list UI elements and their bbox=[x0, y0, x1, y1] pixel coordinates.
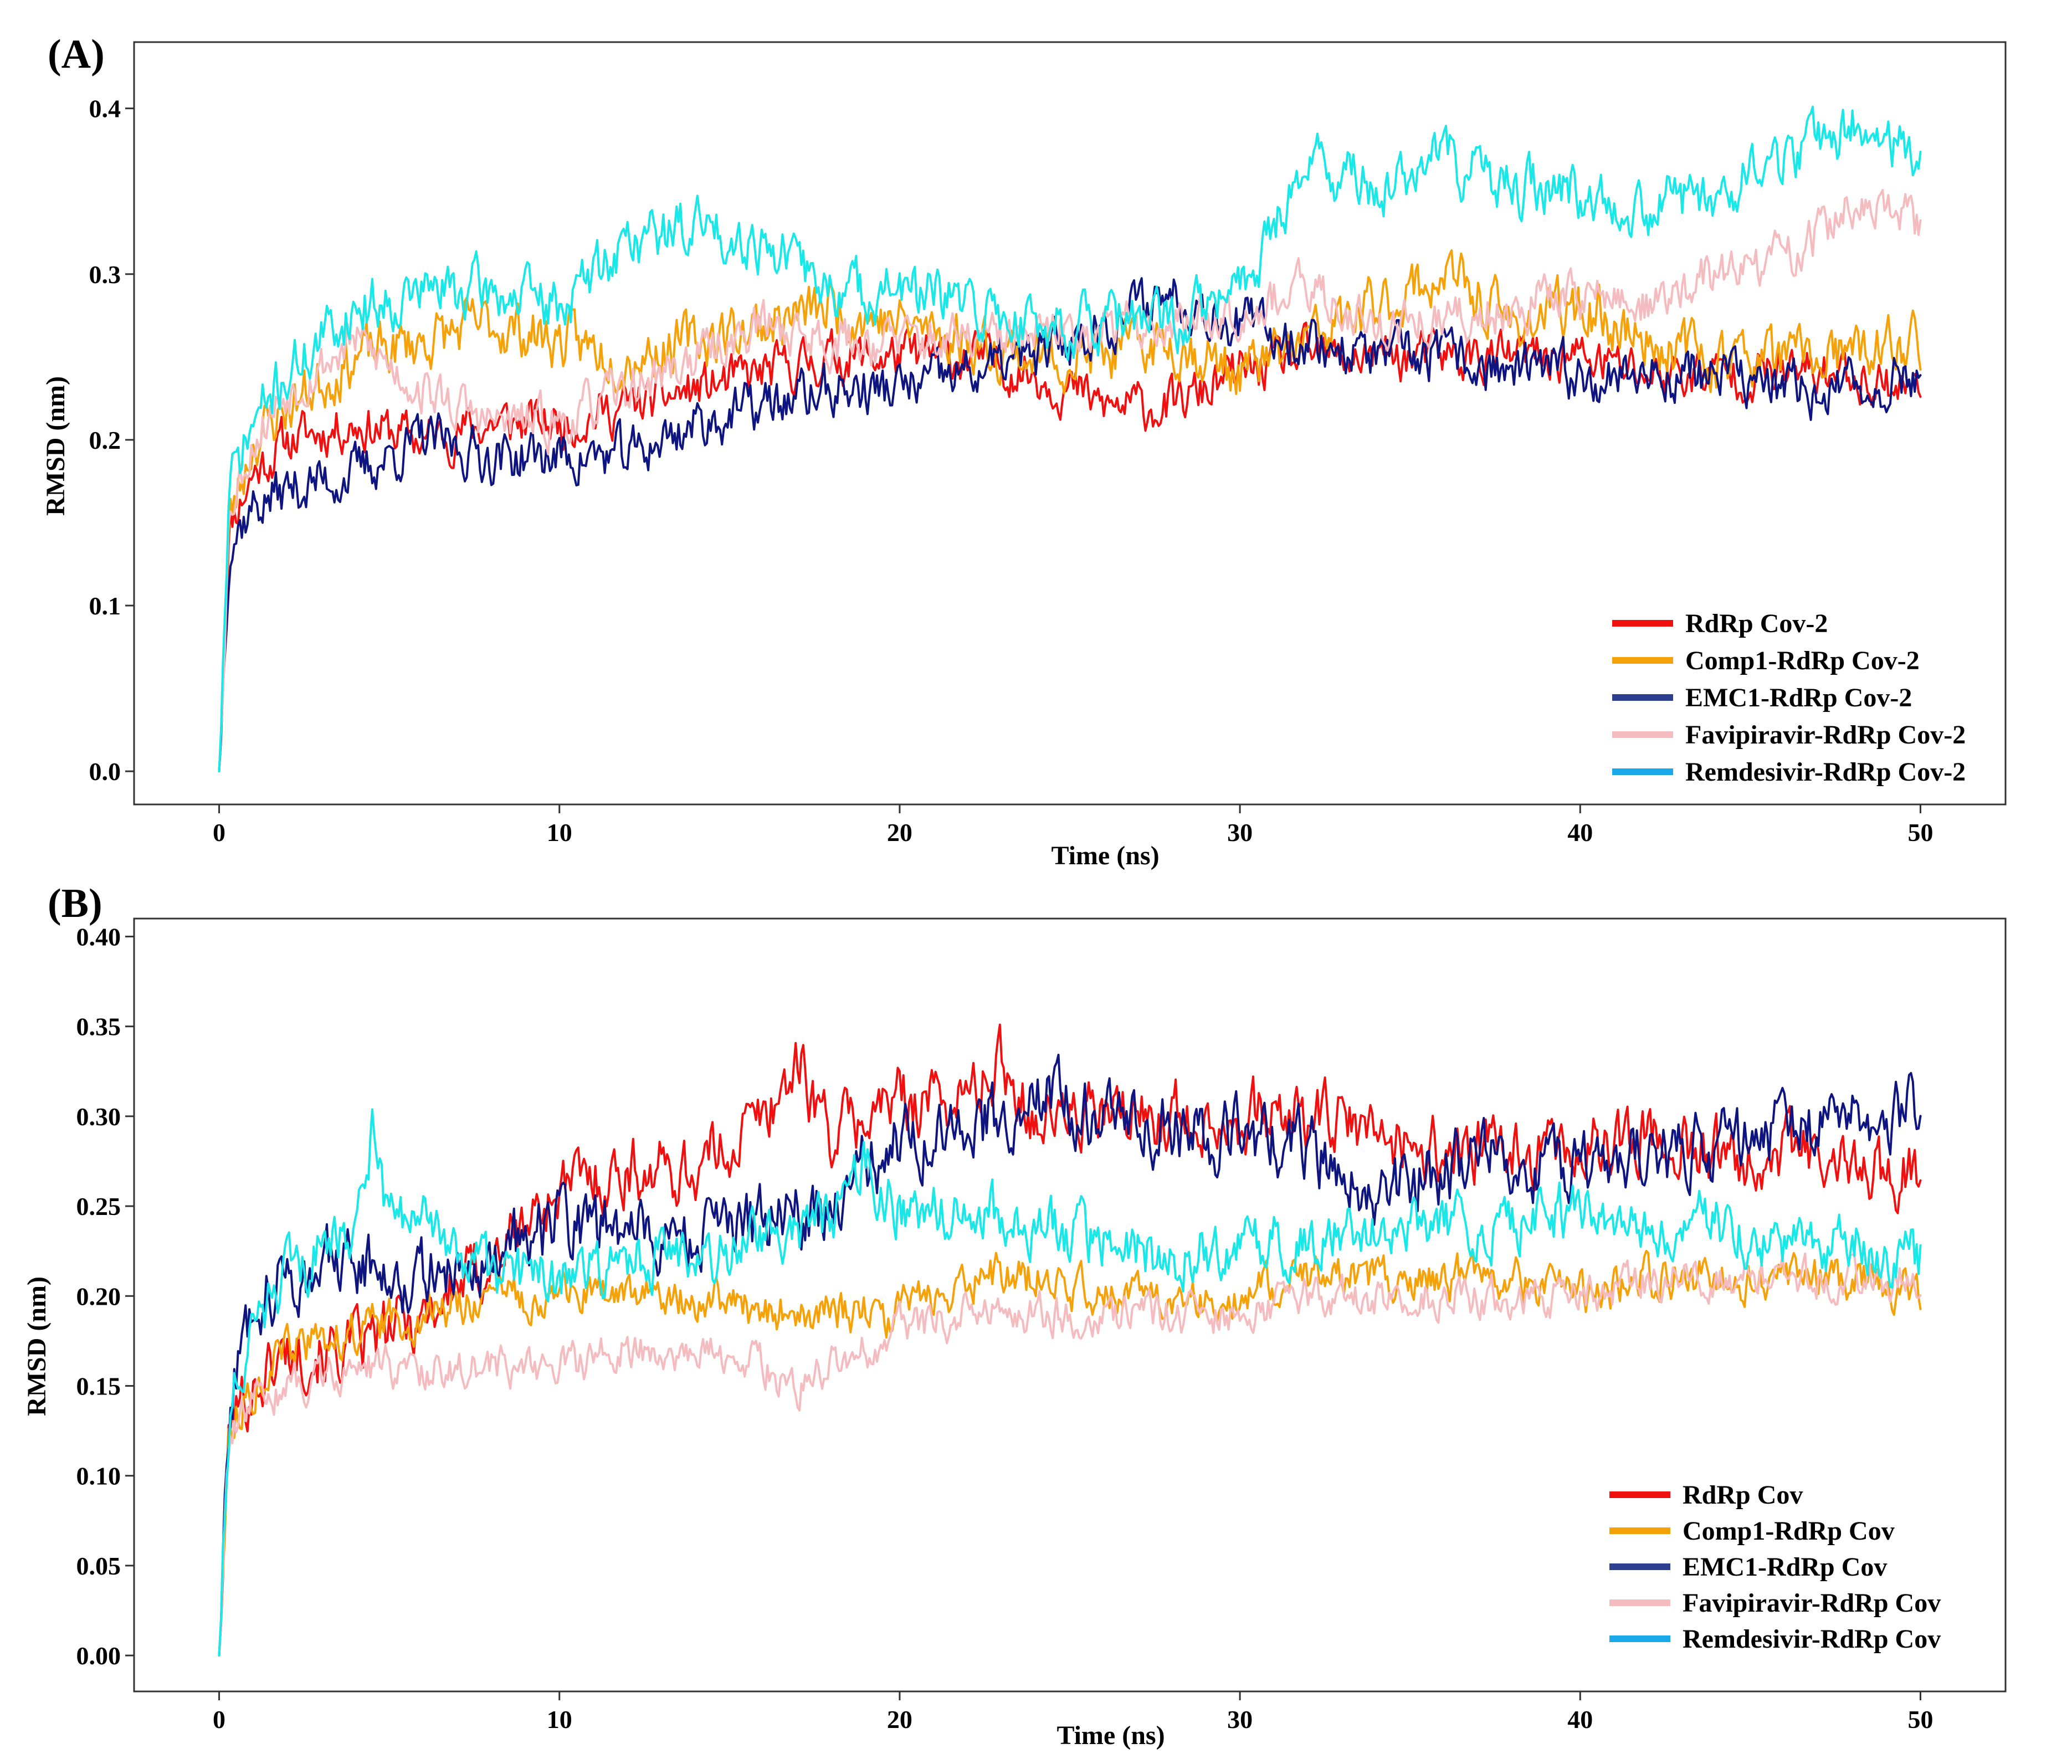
y-tick-label-b: 0.00 bbox=[76, 1642, 121, 1670]
plot-frame-a bbox=[133, 41, 2007, 806]
y-tick-label-a: 0.0 bbox=[89, 757, 121, 786]
panel-label-a: (A) bbox=[48, 32, 105, 77]
x-tick-label-a: 40 bbox=[1567, 818, 1593, 847]
x-tick-label-b: 40 bbox=[1567, 1705, 1593, 1734]
plot-frame-b bbox=[133, 917, 2007, 1693]
legend-a: RdRp Cov-2 Comp1-RdRp Cov-2 EMC1-RdRp Cov-… bbox=[1612, 609, 1966, 787]
legend-label-b-3: EMC1-RdRp Cov bbox=[1683, 1552, 1887, 1582]
plot-area-a bbox=[218, 105, 1922, 773]
legend-label-b-1: RdRp Cov bbox=[1683, 1480, 1803, 1510]
x-tick-label-b: 0 bbox=[213, 1705, 225, 1734]
x-tick-label-b: 30 bbox=[1227, 1705, 1253, 1734]
panel-a: (A) 0.0 0.1 0.2 0.3 0.4 0 10 20 30 40 50 Time (ns… bbox=[41, 32, 2007, 870]
x-tick-label-a: 20 bbox=[887, 818, 912, 847]
y-axis-a: 0.0 0.1 0.2 0.3 0.4 bbox=[89, 95, 134, 786]
x-tick-label-a: 30 bbox=[1227, 818, 1253, 847]
y-tick-label-a: 0.2 bbox=[89, 426, 121, 454]
x-tick-label-a: 50 bbox=[1907, 818, 1933, 847]
y-tick-label-a: 0.3 bbox=[89, 260, 121, 289]
y-tick-label-a: 0.4 bbox=[89, 95, 121, 123]
legend-label-a-3: EMC1-RdRp Cov-2 bbox=[1685, 683, 1912, 712]
y-tick-label-b: 0.40 bbox=[76, 922, 121, 951]
y-tick-label-b: 0.15 bbox=[76, 1372, 121, 1400]
y-tick-label-b: 0.05 bbox=[76, 1552, 121, 1580]
series-line-b-5 bbox=[218, 1108, 1922, 1657]
y-axis-b: 0.00 0.05 0.10 0.15 0.20 0.25 0.30 0.35 0.40 bbox=[76, 922, 134, 1670]
y-tick-label-b: 0.10 bbox=[76, 1462, 121, 1490]
x-tick-label-a: 0 bbox=[213, 818, 225, 847]
x-tick-label-b: 10 bbox=[547, 1705, 572, 1734]
y-tick-label-b: 0.30 bbox=[76, 1102, 121, 1131]
y-tick-label-b: 0.20 bbox=[76, 1282, 121, 1310]
series-line-a-3 bbox=[218, 277, 1922, 773]
legend-label-b-2: Comp1-RdRp Cov bbox=[1683, 1516, 1895, 1546]
x-tick-label-b: 20 bbox=[887, 1705, 912, 1734]
y-axis-title-b: RMSD (nm) bbox=[22, 1276, 52, 1416]
y-axis-title-a: RMSD (nm) bbox=[41, 376, 70, 516]
series-line-b-3 bbox=[218, 1053, 1922, 1657]
legend-label-a-2: Comp1-RdRp Cov-2 bbox=[1685, 646, 1920, 675]
panel-b: (B) 0.00 0.05 0.10 0.15 0.20 0.25 0.30 0.35 0.40… bbox=[22, 881, 2007, 1750]
x-axis-title-b: Time (ns) bbox=[1056, 1721, 1165, 1750]
x-axis-b: 0 10 20 30 40 50 bbox=[213, 1691, 1933, 1734]
legend-label-b-4: Favipiravir-RdRp Cov bbox=[1683, 1588, 1941, 1618]
plot-area-b bbox=[218, 1023, 1922, 1657]
series-line-b-1 bbox=[218, 1023, 1922, 1657]
legend-label-a-5: Remdesivir-RdRp Cov-2 bbox=[1685, 757, 1966, 787]
series-line-b-2 bbox=[218, 1249, 1922, 1657]
legend-label-b-5: Remdesivir-RdRp Cov bbox=[1683, 1624, 1941, 1654]
series-line-a-4 bbox=[218, 189, 1922, 773]
x-tick-label-a: 10 bbox=[547, 818, 572, 847]
series-line-a-1 bbox=[218, 321, 1922, 773]
legend-label-a-1: RdRp Cov-2 bbox=[1685, 609, 1828, 638]
x-tick-label-b: 50 bbox=[1907, 1705, 1933, 1734]
x-axis-a: 0 10 20 30 40 50 bbox=[213, 804, 1933, 847]
series-line-b-4 bbox=[218, 1252, 1922, 1657]
panel-label-b: (B) bbox=[48, 881, 102, 926]
series-line-a-5 bbox=[218, 105, 1922, 773]
legend-label-a-4: Favipiravir-RdRp Cov-2 bbox=[1685, 720, 1966, 750]
series-line-a-2 bbox=[218, 249, 1922, 773]
x-axis-title-a: Time (ns) bbox=[1051, 841, 1159, 870]
legend-b: RdRp Cov Comp1-RdRp Cov EMC1-RdRp Cov Favip… bbox=[1609, 1480, 1941, 1654]
y-tick-label-b: 0.35 bbox=[76, 1013, 121, 1041]
y-tick-label-a: 0.1 bbox=[89, 592, 121, 620]
y-tick-label-b: 0.25 bbox=[76, 1192, 121, 1221]
